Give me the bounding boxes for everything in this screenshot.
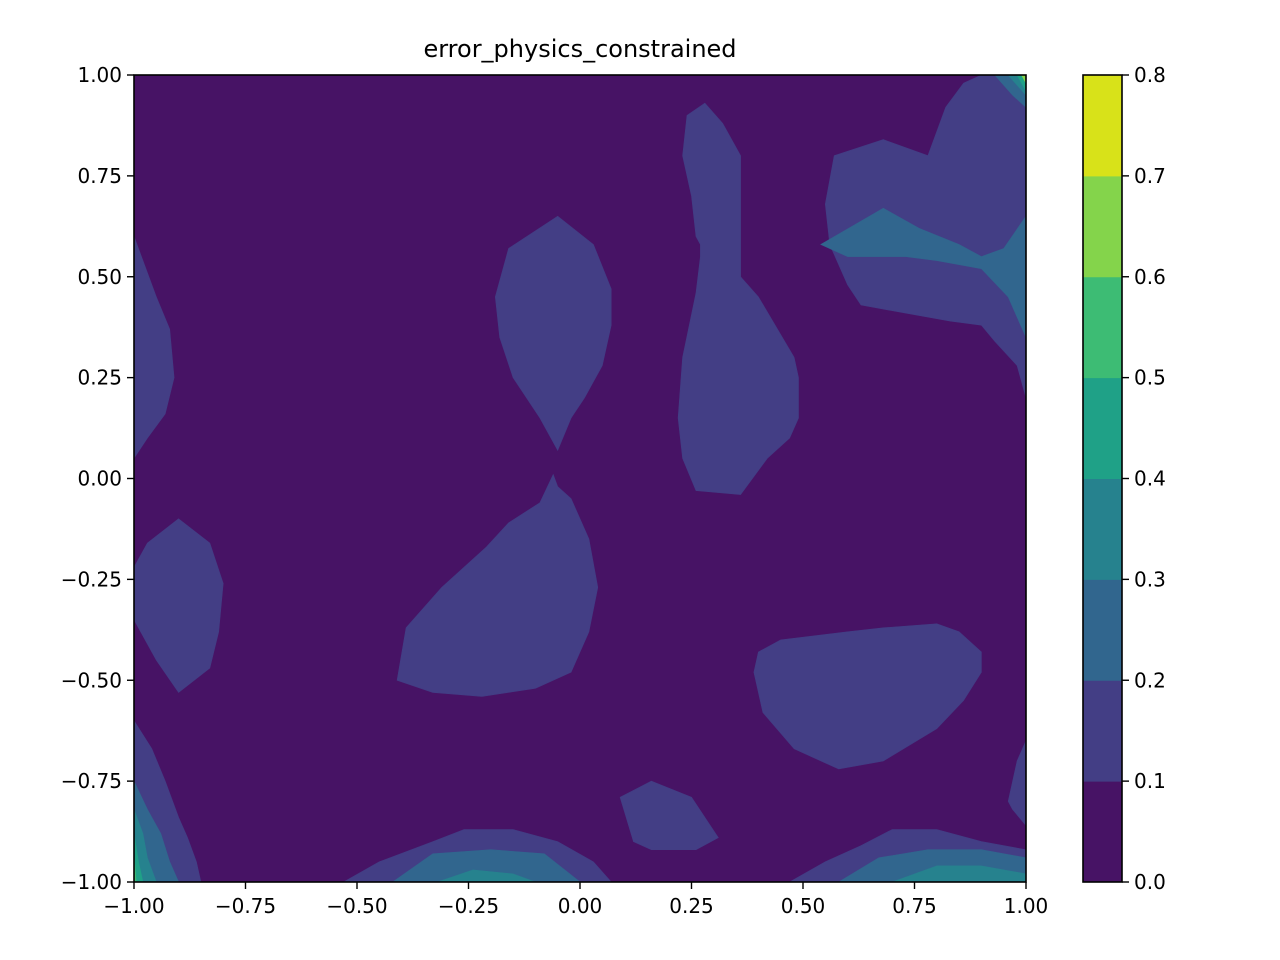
x-tick-label: −0.25 — [438, 894, 499, 918]
contour-region-level-1 — [133, 236, 175, 460]
x-tick-label: 1.00 — [1004, 894, 1049, 918]
colorbar-tick-label: 0.4 — [1134, 467, 1166, 491]
y-tick-label: −0.25 — [61, 567, 122, 591]
colorbar-band-1 — [1083, 680, 1122, 782]
colorbar-band-6 — [1083, 175, 1122, 278]
x-tick-label: 0.75 — [892, 894, 937, 918]
colorbar: 0.0 0.1 0.2 0.3 0.4 0.5 0.6 0.7 0.8 — [1082, 63, 1166, 894]
colorbar-tick-label: 0.3 — [1134, 567, 1166, 591]
y-tick-label: −0.50 — [61, 668, 122, 692]
colorbar-tick-label: 0.7 — [1134, 164, 1166, 188]
colorbar-band-0 — [1083, 781, 1122, 883]
axes: −1.00 −0.75 −0.50 −0.25 0.00 0.25 0.50 0.75 1.00… — [61, 63, 1049, 918]
x-tick-label: 0.00 — [558, 894, 603, 918]
plot-area — [133, 74, 1027, 883]
y-tick-label: 1.00 — [77, 63, 122, 87]
y-tick-label: 0.50 — [77, 265, 122, 289]
y-tick-label: 0.25 — [77, 366, 122, 390]
y-tick-label: 0.75 — [77, 164, 122, 188]
contour-region-level-1 — [677, 102, 799, 495]
colorbar-tick-label: 0.5 — [1134, 366, 1166, 390]
contour-region-level-1 — [133, 518, 224, 693]
y-tick-label: −1.00 — [61, 870, 122, 894]
x-tick-label: −1.00 — [103, 894, 164, 918]
colorbar-band-5 — [1083, 276, 1122, 379]
colorbar-band-4 — [1083, 377, 1122, 479]
colorbar-band-2 — [1083, 579, 1122, 681]
colorbar-band-7 — [1083, 75, 1122, 177]
colorbar-tick-label: 0.0 — [1134, 870, 1166, 894]
contour-region-level-2 — [820, 207, 1027, 338]
x-tick-label: −0.75 — [215, 894, 276, 918]
contour-region-level-1 — [753, 623, 982, 770]
contour-region-level-1 — [396, 473, 599, 697]
colorbar-tick-label: 0.1 — [1134, 769, 1166, 793]
contour-region-level-1 — [494, 215, 612, 451]
colorbar-tick-label: 0.6 — [1134, 265, 1166, 289]
chart-title: error_physics_constrained — [423, 35, 736, 63]
colorbar-tick-label: 0.2 — [1134, 668, 1166, 692]
y-tick-label: 0.00 — [77, 467, 122, 491]
x-tick-label: −0.50 — [326, 894, 387, 918]
contour-region-level-1 — [619, 780, 719, 851]
y-tick-label: −0.75 — [61, 769, 122, 793]
colorbar-band-3 — [1083, 478, 1122, 580]
x-tick-label: 0.50 — [781, 894, 826, 918]
colorbar-tick-label: 0.8 — [1134, 63, 1166, 87]
x-tick-label: 0.25 — [669, 894, 714, 918]
